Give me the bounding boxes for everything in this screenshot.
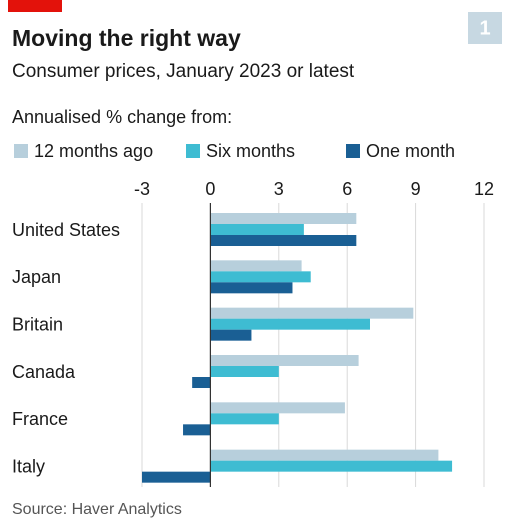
y-tick-label: Britain <box>12 314 63 334</box>
chart-title: Moving the right way <box>12 25 241 51</box>
legend-swatch <box>346 144 360 158</box>
x-tick-label: 3 <box>274 179 284 199</box>
x-tick-label: 6 <box>342 179 352 199</box>
y-tick-label: Italy <box>12 456 45 476</box>
y-tick-label: France <box>12 409 68 429</box>
bar <box>210 271 311 283</box>
bar <box>142 471 211 483</box>
legend-swatch <box>186 144 200 158</box>
bar <box>210 213 357 224</box>
bar <box>210 307 414 319</box>
bar <box>183 424 211 436</box>
y-tick-label: United States <box>12 220 120 240</box>
bar <box>210 402 345 414</box>
x-tick-label: -3 <box>134 179 150 199</box>
bar <box>192 377 211 388</box>
bar <box>210 449 439 461</box>
bar <box>210 235 357 246</box>
badge-box <box>468 12 502 44</box>
bar <box>210 318 370 330</box>
legend-label: 12 months ago <box>34 141 153 161</box>
x-tick-label: 12 <box>474 179 494 199</box>
chart-subtitle: Consumer prices, January 2023 or latest <box>12 61 355 82</box>
brand-tag <box>8 0 62 12</box>
x-tick-label: 0 <box>205 179 215 199</box>
legend-label: Six months <box>206 141 295 161</box>
legend-label: One month <box>366 141 455 161</box>
legend-title: Annualised % change from: <box>12 107 232 127</box>
source: Source: Haver Analytics <box>12 501 182 518</box>
bar <box>210 224 304 235</box>
bar <box>210 413 279 425</box>
bar <box>210 282 293 294</box>
legend-swatch <box>14 144 28 158</box>
badge: 1 <box>479 17 490 39</box>
bar <box>210 329 252 341</box>
y-tick-label: Canada <box>12 362 76 382</box>
x-tick-label: 9 <box>411 179 421 199</box>
bar <box>210 460 453 472</box>
bar <box>210 366 279 377</box>
bar <box>210 260 302 272</box>
bar <box>210 355 359 366</box>
y-tick-label: Japan <box>12 267 61 287</box>
